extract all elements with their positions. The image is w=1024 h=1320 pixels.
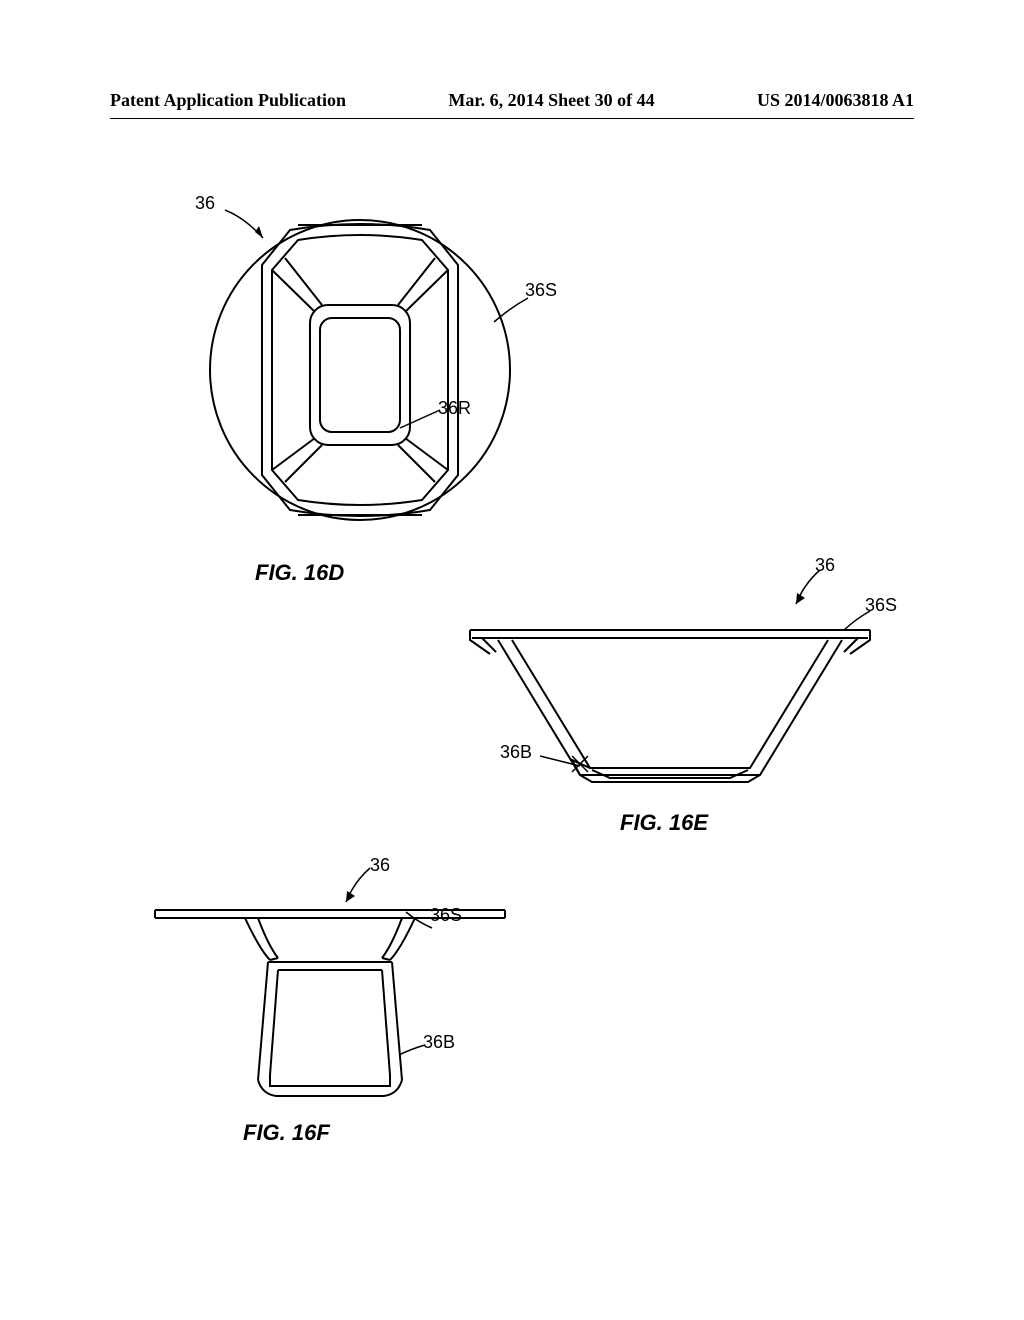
header-rule <box>110 118 914 119</box>
header-right: US 2014/0063818 A1 <box>757 90 914 111</box>
leader-36s-d <box>490 290 540 330</box>
fig-16d-drawing <box>200 200 520 540</box>
leader-36-d <box>215 200 275 245</box>
leader-36-e <box>790 562 840 612</box>
leader-36s-f <box>402 908 442 938</box>
fig-16f-label: FIG. 16F <box>243 1120 330 1146</box>
leader-36b-f <box>395 1035 435 1065</box>
leader-36s-e <box>840 605 880 635</box>
ref-36b-e: 36B <box>500 742 532 763</box>
ref-36-d: 36 <box>195 193 215 214</box>
leader-36b-e <box>540 748 600 778</box>
header-center: Mar. 6, 2014 Sheet 30 of 44 <box>448 90 654 111</box>
leader-36-f <box>340 860 390 910</box>
leader-36r-d <box>395 400 445 440</box>
header-left: Patent Application Publication <box>110 90 346 111</box>
page-header: Patent Application Publication Mar. 6, 2… <box>0 90 1024 111</box>
fig-16e-label: FIG. 16E <box>620 810 708 836</box>
fig-16d-label: FIG. 16D <box>255 560 344 586</box>
